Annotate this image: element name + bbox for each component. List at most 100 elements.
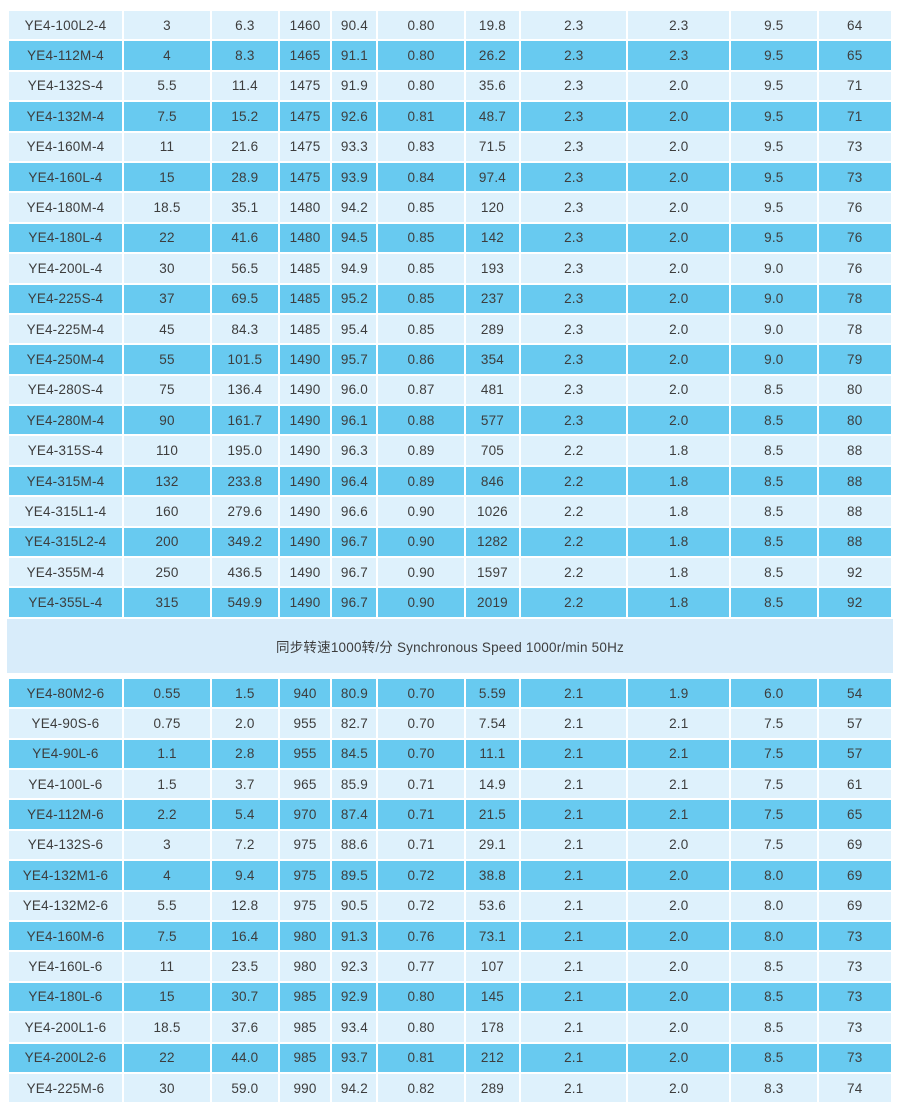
value-cell: 7.5 [731, 800, 817, 829]
value-cell: 94.9 [332, 254, 377, 283]
value-cell: 5.59 [465, 678, 520, 708]
model-cell: YE4-100L2-4 [9, 11, 122, 40]
value-cell: 975 [279, 830, 331, 860]
value-cell: 8.5 [731, 497, 817, 526]
value-cell: 8.5 [731, 436, 817, 465]
value-cell: 1475 [279, 71, 331, 101]
value-cell: 0.81 [378, 1043, 464, 1072]
value-cell: 65 [818, 41, 891, 70]
value-cell: 79 [818, 345, 891, 374]
value-cell: 96.4 [332, 466, 377, 496]
value-cell: 41.6 [212, 223, 278, 253]
value-cell: 2.1 [521, 800, 627, 829]
value-cell: 2.3 [521, 11, 627, 40]
value-cell: 289 [465, 1073, 520, 1103]
value-cell: 7.54 [465, 709, 520, 738]
value-cell: 2.1 [521, 952, 627, 981]
model-cell: YE4-315M-4 [9, 466, 122, 496]
value-cell: 44.0 [212, 1043, 278, 1072]
value-cell: 2.3 [521, 193, 627, 222]
value-cell: 87.4 [332, 800, 377, 829]
value-cell: 96.7 [332, 558, 377, 587]
value-cell: 1475 [279, 132, 331, 161]
value-cell: 19.8 [465, 11, 520, 40]
value-cell: 80 [818, 375, 891, 405]
table-row: YE4-132S-4 5.5 11.4 1475 91.9 0.80 35.6 2.3 2.0 9… [9, 71, 891, 101]
table-row: YE4-200L2-6 22 44.0 985 93.7 0.81 212 2.1 2.0 8.5… [9, 1043, 891, 1072]
value-cell: 90 [123, 406, 211, 435]
model-cell: YE4-200L-4 [9, 254, 122, 283]
value-cell: 69 [818, 861, 891, 890]
value-cell: 9.5 [731, 41, 817, 70]
value-cell: 1490 [279, 406, 331, 435]
table-row: YE4-200L1-6 18.5 37.6 985 93.4 0.80 178 2.1 2.0 8… [9, 1013, 891, 1042]
value-cell: 69.5 [212, 284, 278, 313]
value-cell: 7.5 [731, 769, 817, 799]
value-cell: 0.75 [123, 709, 211, 738]
value-cell: 0.87 [378, 375, 464, 405]
value-cell: 74 [818, 1073, 891, 1103]
value-cell: 178 [465, 1013, 520, 1042]
table-row: YE4-100L-6 1.5 3.7 965 85.9 0.71 14.9 2.1 2.1 7.5… [9, 769, 891, 799]
model-cell: YE4-132M-4 [9, 102, 122, 131]
table-row: YE4-315L1-4 160 279.6 1490 96.6 0.90 1026 2.2 1.… [9, 497, 891, 526]
value-cell: 315 [123, 588, 211, 617]
value-cell: 7.5 [123, 102, 211, 131]
value-cell: 3.7 [212, 769, 278, 799]
model-cell: YE4-160L-4 [9, 162, 122, 192]
value-cell: 2.3 [521, 345, 627, 374]
value-cell: 0.82 [378, 1073, 464, 1103]
value-cell: 0.80 [378, 71, 464, 101]
value-cell: 91.1 [332, 41, 377, 70]
value-cell: 2.3 [521, 314, 627, 344]
value-cell: 73 [818, 132, 891, 161]
table-row: YE4-180L-4 22 41.6 1480 94.5 0.85 142 2.3 2.0 9.5… [9, 223, 891, 253]
model-cell: YE4-112M-4 [9, 41, 122, 70]
value-cell: 2.8 [212, 739, 278, 768]
value-cell: 0.80 [378, 41, 464, 70]
value-cell: 2.0 [628, 891, 730, 920]
model-cell: YE4-250M-4 [9, 345, 122, 374]
value-cell: 0.70 [378, 678, 464, 708]
value-cell: 92 [818, 588, 891, 617]
table-row: YE4-160L-4 15 28.9 1475 93.9 0.84 97.4 2.3 2.0 9.… [9, 162, 891, 192]
value-cell: 2.3 [521, 406, 627, 435]
value-cell: 2.2 [521, 588, 627, 617]
value-cell: 0.70 [378, 709, 464, 738]
value-cell: 0.80 [378, 982, 464, 1012]
value-cell: 2.1 [521, 709, 627, 738]
value-cell: 2.1 [521, 1013, 627, 1042]
value-cell: 9.5 [731, 102, 817, 131]
model-cell: YE4-132S-6 [9, 830, 122, 860]
value-cell: 0.72 [378, 891, 464, 920]
value-cell: 2.0 [628, 921, 730, 951]
value-cell: 2.3 [521, 375, 627, 405]
value-cell: 2.2 [521, 436, 627, 465]
value-cell: 88 [818, 497, 891, 526]
value-cell: 2.0 [628, 952, 730, 981]
model-cell: YE4-180M-4 [9, 193, 122, 222]
model-cell: YE4-280M-4 [9, 406, 122, 435]
value-cell: 1490 [279, 558, 331, 587]
value-cell: 8.0 [731, 891, 817, 920]
value-cell: 110 [123, 436, 211, 465]
value-cell: 2.2 [521, 497, 627, 526]
value-cell: 22 [123, 223, 211, 253]
table-row: YE4-180M-4 18.5 35.1 1480 94.2 0.85 120 2.3 2.0 9… [9, 193, 891, 222]
value-cell: 54 [818, 678, 891, 708]
value-cell: 9.0 [731, 314, 817, 344]
value-cell: 2.2 [521, 527, 627, 557]
model-cell: YE4-180L-6 [9, 982, 122, 1012]
value-cell: 8.3 [212, 41, 278, 70]
table-row: YE4-80M2-6 0.55 1.5 940 80.9 0.70 5.59 2.1 1.9 6.… [9, 678, 891, 708]
value-cell: 0.81 [378, 102, 464, 131]
value-cell: 2.1 [521, 739, 627, 768]
value-cell: 975 [279, 891, 331, 920]
value-cell: 2.2 [521, 558, 627, 587]
value-cell: 2.0 [628, 1043, 730, 1072]
value-cell: 107 [465, 952, 520, 981]
value-cell: 985 [279, 982, 331, 1012]
value-cell: 78 [818, 284, 891, 313]
model-cell: YE4-80M2-6 [9, 678, 122, 708]
value-cell: 1490 [279, 375, 331, 405]
